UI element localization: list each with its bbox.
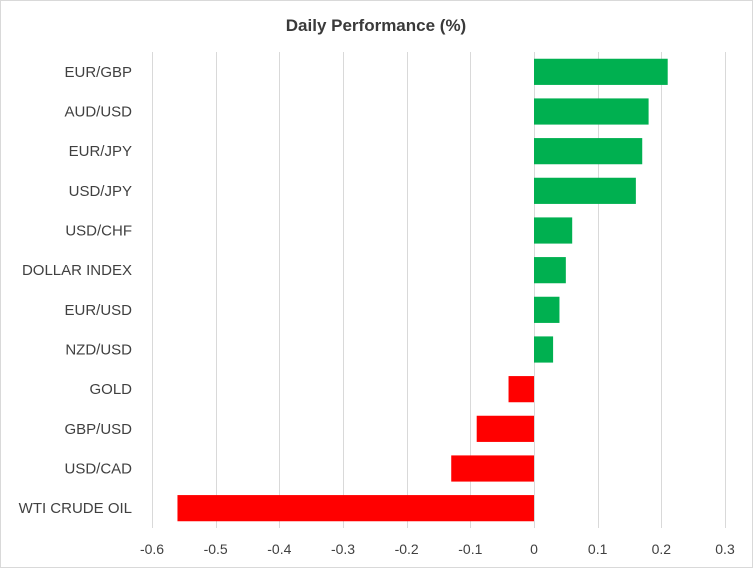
category-label: DOLLAR INDEX: [22, 262, 132, 279]
category-label: GOLD: [89, 381, 132, 398]
gridlines: [152, 52, 726, 528]
bar: [508, 376, 534, 403]
bars: [177, 58, 668, 522]
category-label: USD/CAD: [64, 461, 132, 478]
bar: [177, 495, 534, 522]
bar: [534, 296, 560, 323]
category-label: EUR/USD: [64, 302, 132, 319]
bar: [534, 177, 636, 204]
category-label: EUR/JPY: [69, 143, 132, 160]
x-tick-label: -0.6: [140, 541, 164, 557]
x-tick-label: -0.5: [204, 541, 228, 557]
bar: [534, 98, 649, 125]
x-tick-labels: -0.6 -0.5 -0.4 -0.3 -0.2 -0.1 0 0.1 0.2 0.3: [140, 541, 735, 557]
bar: [534, 336, 554, 363]
x-tick-label: -0.2: [395, 541, 419, 557]
category-label: AUD/USD: [64, 104, 132, 121]
chart-title: Daily Performance (%): [286, 16, 466, 35]
x-tick-label: 0: [530, 541, 538, 557]
x-tick-label: -0.1: [458, 541, 482, 557]
category-label: EUR/GBP: [64, 64, 132, 81]
category-label: WTI CRUDE OIL: [19, 500, 132, 517]
bar: [534, 138, 643, 165]
category-label: USD/CHF: [65, 223, 132, 240]
x-tick-label: -0.4: [267, 541, 291, 557]
x-tick-label: -0.3: [331, 541, 355, 557]
category-label: NZD/USD: [65, 342, 132, 359]
bar: [534, 217, 573, 244]
bar: [534, 58, 668, 85]
bar: [476, 415, 534, 442]
category-label: GBP/USD: [64, 421, 132, 438]
category-label: USD/JPY: [69, 183, 132, 200]
x-tick-label: 0.2: [652, 541, 672, 557]
category-labels: EUR/GBP AUD/USD EUR/JPY USD/JPY USD/CHF DOLLA…: [19, 64, 133, 517]
x-tick-label: 0.3: [715, 541, 735, 557]
bar: [534, 257, 566, 284]
bar: [451, 455, 534, 482]
x-tick-label: 0.1: [588, 541, 608, 557]
